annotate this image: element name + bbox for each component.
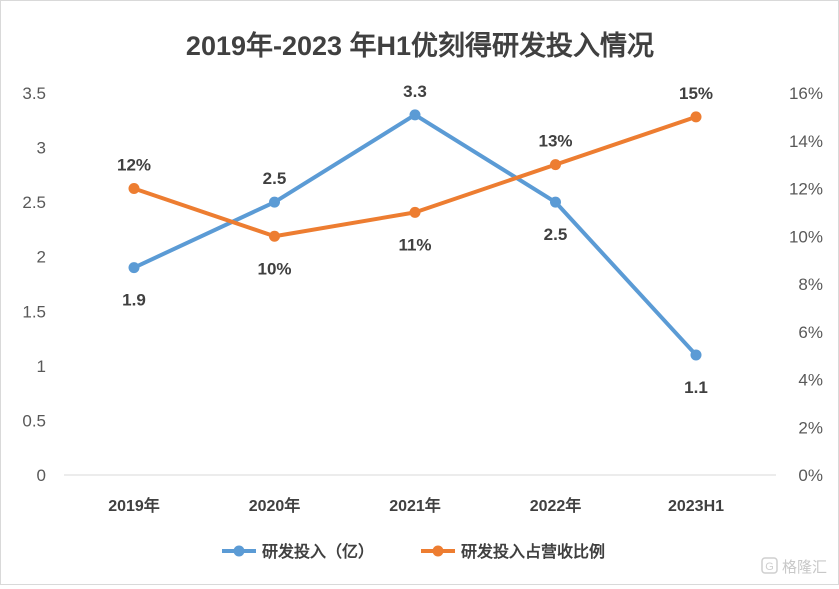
series-0-point	[409, 109, 421, 121]
data-label: 11%	[398, 235, 431, 254]
data-label: 12%	[117, 156, 151, 175]
right-tick-label: 16%	[789, 84, 823, 103]
series-1-point	[409, 206, 421, 218]
series-1-point	[269, 230, 280, 242]
left-tick-label: 1.5	[22, 302, 46, 321]
data-label: 13%	[538, 132, 572, 151]
data-label: 10%	[257, 259, 291, 278]
left-tick-label: 3.5	[22, 84, 46, 103]
legend-swatch-marker	[432, 545, 444, 557]
legend-label: 研发投入占营收比例	[461, 542, 605, 561]
series-1-point	[128, 183, 140, 194]
series-0-point	[269, 196, 280, 208]
left-tick-label: 2	[37, 248, 46, 267]
right-tick-label: 8%	[798, 275, 823, 294]
data-label: 3.3	[403, 82, 427, 101]
series-layer	[128, 109, 702, 361]
series-1-point	[550, 159, 561, 171]
data-labels: 1.9 2.5 3.3 2.5 1.1 12% 10% 11% 13% 15%	[117, 82, 713, 397]
series-0-point	[128, 262, 140, 274]
category-label: 2020年	[249, 496, 301, 515]
right-tick-label: 10%	[789, 227, 823, 246]
right-axis-ticks: 0% 2% 4% 6% 8% 10% 12% 14% 16%	[789, 84, 823, 485]
series-0-point	[550, 196, 561, 208]
right-tick-label: 0%	[798, 466, 823, 485]
watermark-logo-icon	[761, 557, 778, 574]
watermark: G 格隆汇	[761, 557, 827, 576]
right-tick-label: 6%	[798, 323, 823, 342]
legend-swatch-marker	[233, 545, 245, 557]
right-tick-label: 2%	[798, 418, 823, 437]
data-label: 2.5	[263, 169, 287, 188]
series-0-point	[690, 349, 702, 361]
category-label: 2022年	[530, 496, 582, 515]
left-tick-label: 2.5	[22, 193, 46, 212]
series-1-point	[690, 111, 702, 123]
data-label: 15%	[679, 84, 713, 103]
category-label: 2021年	[389, 496, 441, 515]
series-line-1	[132, 114, 698, 239]
data-label: 1.9	[122, 291, 146, 310]
category-label: 2023H1	[668, 498, 724, 515]
left-tick-label: 3	[37, 139, 46, 158]
left-tick-label: 1	[37, 357, 46, 376]
left-tick-label: 0.5	[22, 411, 46, 430]
left-axis-ticks: 0 0.5 1 1.5 2 2.5 3 3.5	[22, 84, 46, 485]
right-tick-label: 12%	[789, 180, 823, 199]
category-label: 2019年	[108, 496, 160, 515]
watermark-text: 格隆汇	[782, 559, 827, 576]
data-label: 2.5	[544, 225, 568, 244]
legend: 研发投入（亿） 研发投入占营收比例	[222, 542, 605, 561]
category-axis-labels: 2019年 2020年 2021年 2022年 2023H1	[108, 496, 724, 515]
data-label: 1.1	[684, 378, 708, 397]
left-tick-label: 0	[37, 466, 46, 485]
chart-title: 2019年-2023 年H1优刻得研发投入情况	[186, 30, 654, 61]
right-tick-label: 4%	[798, 371, 823, 390]
right-tick-label: 14%	[789, 132, 823, 151]
watermark-logo-glyph: G	[765, 561, 774, 573]
legend-label: 研发投入（亿）	[262, 542, 374, 561]
